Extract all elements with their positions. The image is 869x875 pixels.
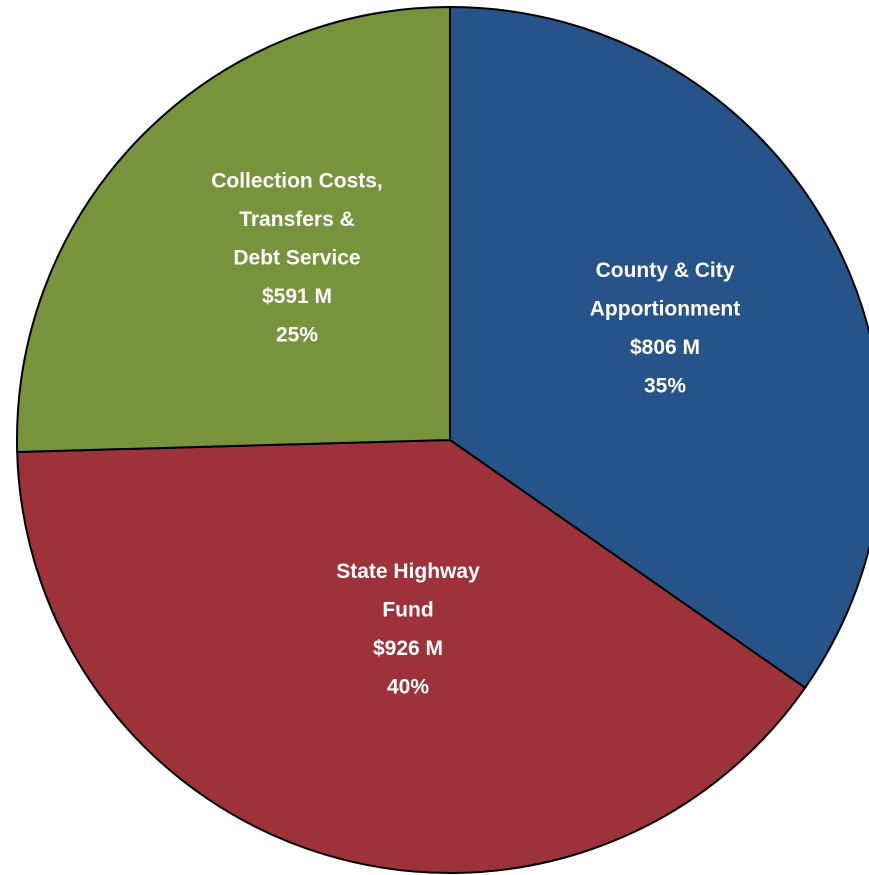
slice-label: State Highway: [336, 560, 480, 583]
slice-label: Debt Service: [233, 247, 360, 270]
slice-label: 25%: [276, 324, 318, 347]
slice-label: 35%: [644, 374, 686, 397]
slice-label: $926 M: [373, 637, 443, 660]
pie-slice: [449, 5, 869, 690]
slice-label: Fund: [382, 598, 433, 621]
slice-label: Collection Costs,: [211, 170, 383, 193]
slice-label: $806 M: [630, 336, 700, 359]
slice-label: Apportionment: [590, 297, 740, 320]
pie-slice: [16, 5, 451, 454]
slice-label: Transfers &: [239, 208, 355, 231]
pie-slice: [16, 438, 807, 874]
slice-label: County & City: [596, 259, 735, 282]
slice-label: 40%: [387, 675, 429, 698]
slice-label: $591 M: [262, 285, 332, 308]
